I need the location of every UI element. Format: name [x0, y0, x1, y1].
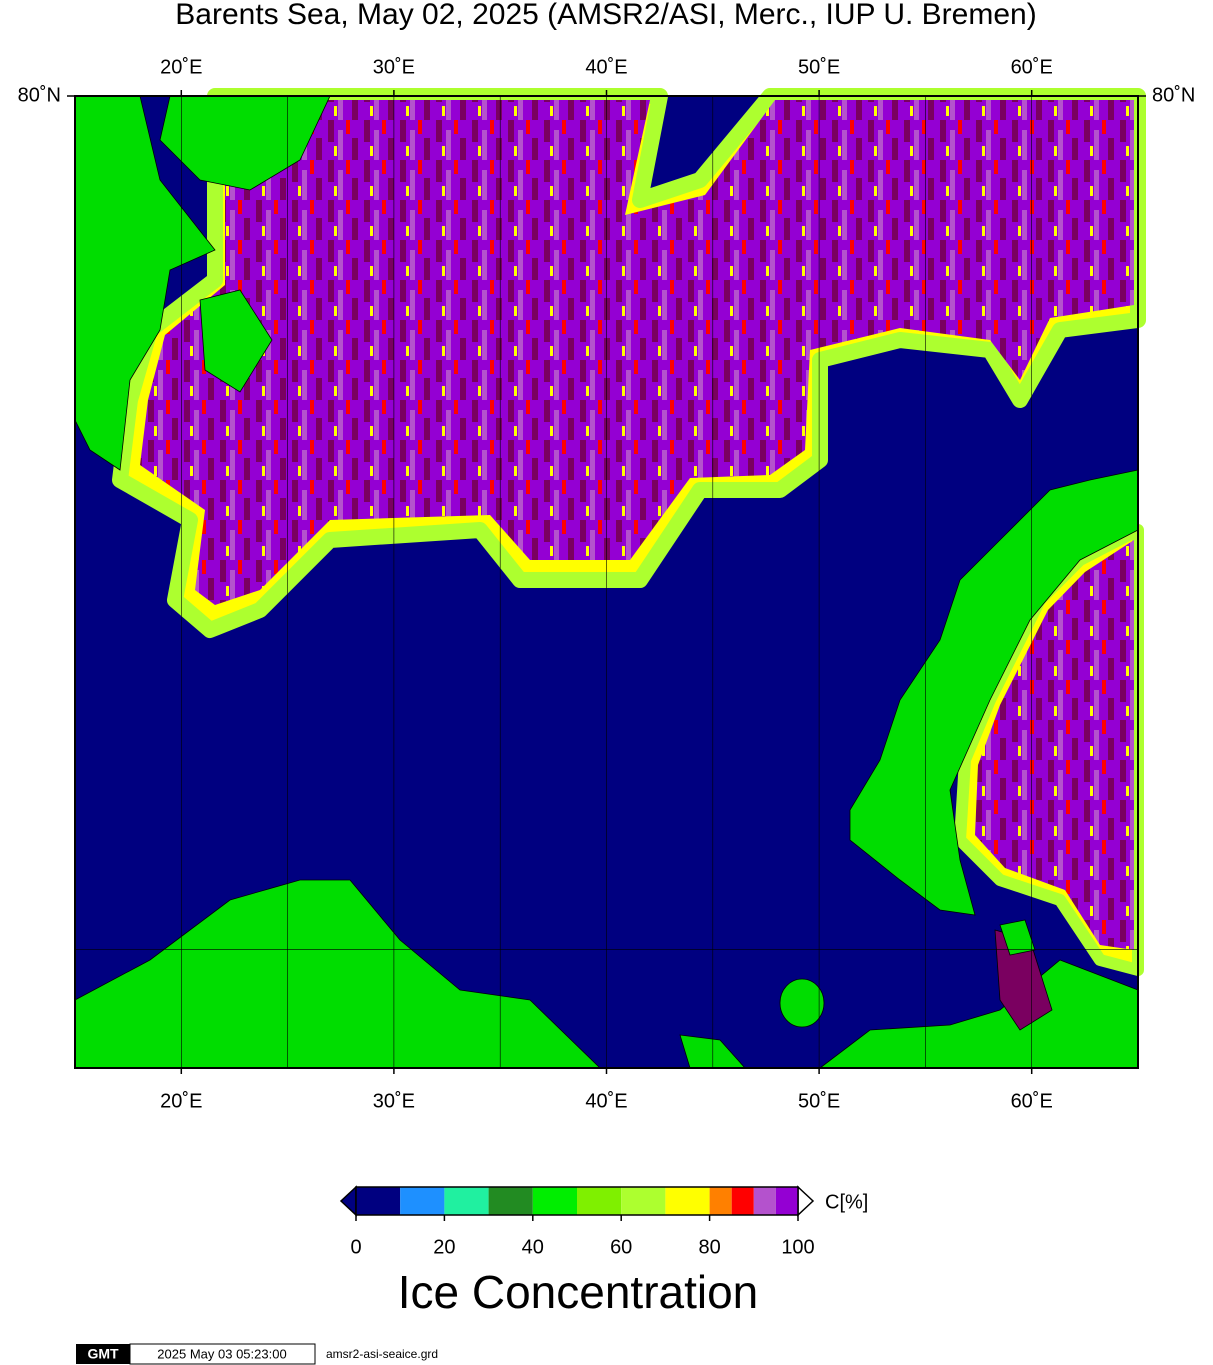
- colorbar-segment: [577, 1187, 622, 1215]
- land: [74, 95, 216, 471]
- colorbar-frame: [355, 1186, 799, 1216]
- colorbar-segment: [621, 1187, 666, 1215]
- sea-ice: [975, 540, 1134, 950]
- colorbar: 0 20 40 60 80 100: [339, 1185, 815, 1258]
- x-tick-label: 30˚E: [373, 1090, 415, 1112]
- sea-ice: [140, 100, 1134, 605]
- x-tick-label: 40˚E: [585, 56, 627, 78]
- file-name: amsr2-asi-seaice.grd: [326, 1347, 438, 1361]
- x-tick-label: 50˚E: [798, 56, 840, 78]
- timestamp: 2025 May 03 05:23:00: [157, 1346, 286, 1361]
- colorbar-segment: [775, 1187, 798, 1215]
- x-tick-label: 20˚E: [160, 56, 202, 78]
- land: [199, 289, 273, 393]
- x-tick-label: 60˚E: [1011, 1090, 1053, 1112]
- x-tick-label: 20˚E: [160, 1090, 202, 1112]
- y-tick-label: 80˚N: [18, 84, 61, 106]
- colorbar-tick-label: 100: [781, 1236, 814, 1258]
- colorbar-under: [339, 1185, 357, 1217]
- colorbar-over: [797, 1185, 815, 1217]
- land: [74, 879, 601, 1069]
- colorbar-tick-label: 80: [698, 1236, 720, 1258]
- colorbar-segment: [444, 1187, 489, 1215]
- x-tick-label: 60˚E: [1011, 56, 1053, 78]
- colorbar-segment: [400, 1187, 445, 1215]
- land: [849, 469, 1139, 916]
- logo: GMT: [87, 1346, 119, 1362]
- colorbar-segment: [709, 1187, 732, 1215]
- colorbar-segment: [665, 1187, 710, 1215]
- y-tick-label: 80˚N: [1152, 84, 1195, 106]
- land: [999, 919, 1036, 956]
- colorbar-segment: [488, 1187, 533, 1215]
- colorbar-segment: [532, 1187, 577, 1215]
- map: [74, 88, 1146, 1069]
- land: [779, 978, 825, 1028]
- colorbar-label: Ice Concentration: [398, 1266, 759, 1318]
- colorbar-tick-label: 60: [610, 1236, 632, 1258]
- logo-box: [76, 1344, 130, 1364]
- colorbar-tick-label: 40: [522, 1236, 544, 1258]
- x-tick-label: 30˚E: [373, 56, 415, 78]
- colorbar-segment: [356, 1187, 401, 1215]
- colorbar-unit: C[%]: [825, 1191, 868, 1213]
- x-tick-label: 40˚E: [585, 1090, 627, 1112]
- colorbar-segment: [731, 1187, 754, 1215]
- x-tick-label: 50˚E: [798, 1090, 840, 1112]
- title: Barents Sea, May 02, 2025 (AMSR2/ASI, Me…: [175, 0, 1036, 31]
- colorbar-segment: [753, 1187, 776, 1215]
- timestamp-box: [129, 1343, 316, 1365]
- colorbar-tick-label: 20: [433, 1236, 455, 1258]
- colorbar-tick-label: 0: [350, 1236, 361, 1258]
